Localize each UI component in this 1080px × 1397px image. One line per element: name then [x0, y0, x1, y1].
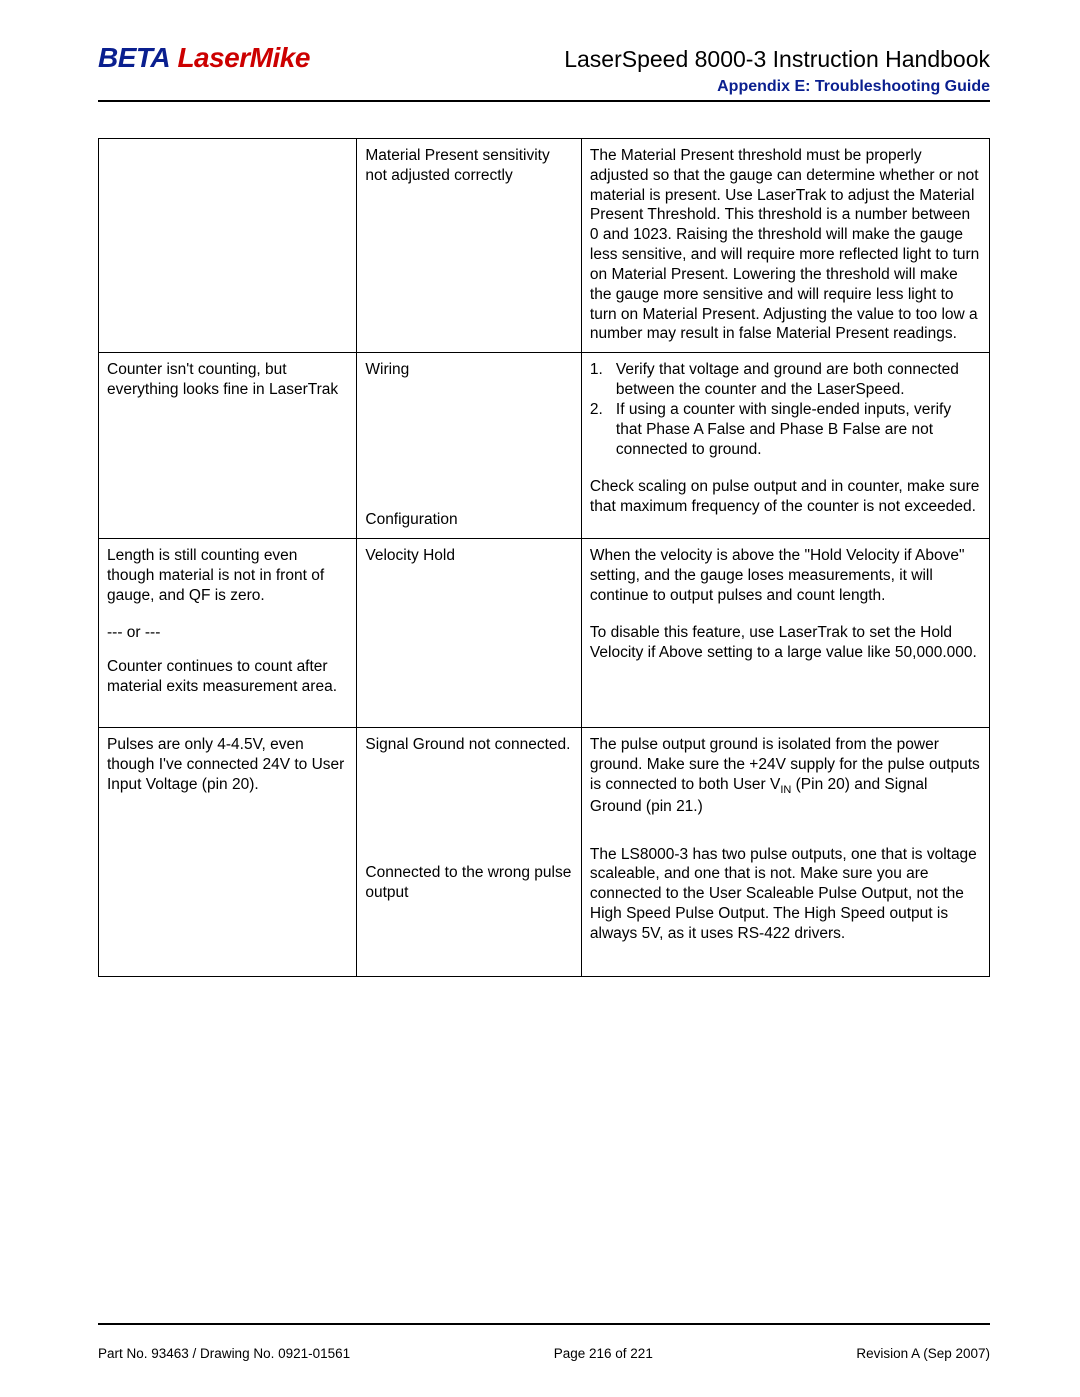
list-item: 2.If using a counter with single-ended i…: [590, 400, 981, 459]
logo-text-1: BETA: [98, 42, 170, 73]
action-list: 1.Verify that voltage and ground are bot…: [590, 360, 981, 459]
cause-cell: Signal Ground not connected. Connected t…: [357, 727, 582, 976]
logo-text-2: LaserMike: [177, 42, 309, 73]
brand-logo: BETA LaserMike: [98, 42, 310, 74]
page-subtitle: Appendix E: Troubleshooting Guide: [98, 78, 990, 96]
list-item: 1.Verify that voltage and ground are bot…: [590, 360, 981, 400]
symptom-cell: Pulses are only 4-4.5V, even though I've…: [99, 727, 357, 976]
action-cell: The pulse output ground is isolated from…: [581, 727, 989, 976]
footer-right: Revision A (Sep 2007): [856, 1346, 990, 1361]
action-cell: 1.Verify that voltage and ground are bot…: [581, 353, 989, 539]
footer-center: Page 216 of 221: [554, 1346, 653, 1361]
action-cell: The Material Present threshold must be p…: [581, 139, 989, 353]
page-title: LaserSpeed 8000-3 Instruction Handbook: [564, 46, 990, 73]
table-row: Pulses are only 4-4.5V, even though I've…: [99, 727, 990, 976]
footer-divider: [98, 1323, 990, 1325]
footer-left: Part No. 93463 / Drawing No. 0921-01561: [98, 1346, 350, 1361]
page-footer: Part No. 93463 / Drawing No. 0921-01561 …: [98, 1346, 990, 1361]
header-divider: [98, 100, 990, 102]
table-row: Length is still counting even though mat…: [99, 538, 990, 727]
symptom-cell: [99, 139, 357, 353]
table-row: Material Present sensitivity not adjuste…: [99, 139, 990, 353]
table-row: Counter isn't counting, but everything l…: [99, 353, 990, 539]
action-cell: When the velocity is above the "Hold Vel…: [581, 538, 989, 727]
cause-cell: Wiring Configuration: [357, 353, 582, 539]
troubleshooting-table: Material Present sensitivity not adjuste…: [98, 138, 990, 977]
cause-cell: Material Present sensitivity not adjuste…: [357, 139, 582, 353]
symptom-cell: Counter isn't counting, but everything l…: [99, 353, 357, 539]
cause-cell: Velocity Hold: [357, 538, 582, 727]
symptom-cell: Length is still counting even though mat…: [99, 538, 357, 727]
